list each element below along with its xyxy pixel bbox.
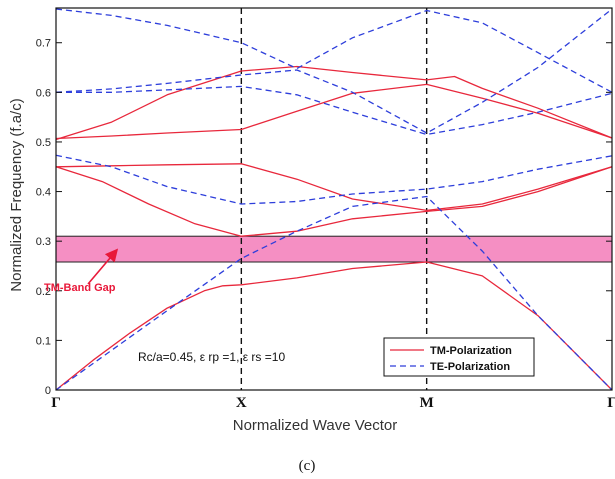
tm-band-3: [55, 163, 613, 212]
y-tick-label: 0: [45, 385, 51, 397]
tm-band-5: [55, 65, 613, 141]
tm-band-4: [55, 83, 613, 140]
y-tick-label: 0.1: [36, 335, 51, 347]
legend-label-te: TE-Polarization: [430, 361, 510, 373]
x-axis-label: Normalized Wave Vector: [233, 417, 398, 434]
x-tick-label: Γ: [51, 395, 61, 411]
legend-label-tm: TM-Polarization: [430, 345, 512, 357]
band-gap-label: TM-Band Gap: [44, 282, 116, 294]
y-tick-label: 0.5: [36, 137, 51, 149]
y-tick-label: 0.6: [36, 87, 51, 99]
band-gap-arrow: [87, 248, 119, 285]
y-tick-label: 0.4: [36, 187, 51, 199]
y-axis-label: Normalized Frequency (f.a/c): [8, 98, 25, 291]
plot-background: [56, 8, 612, 390]
band-gap-region: [55, 235, 613, 263]
subfigure-label: (c): [299, 458, 316, 474]
x-tick-label: X: [236, 395, 247, 411]
te-band-1: [55, 195, 613, 391]
te-band-5: [55, 8, 613, 93]
y-tick-label: 0.3: [36, 236, 51, 248]
x-tick-label: Γ: [607, 395, 615, 411]
plot-frame: [55, 7, 613, 391]
te-band-2: [55, 154, 613, 205]
te-band-4: [55, 8, 613, 134]
tm-band-1: [55, 261, 613, 391]
parameters-text: Rc/a=0.45, ε rp =1, ε rs =10: [138, 350, 285, 364]
plot-area: 0 0.1 0.2 0.3 0.4 0.5 0.6 0.7 Γ X M Γ: [36, 7, 615, 411]
legend-box: [383, 337, 535, 377]
band-gap-annotation: TM-Band Gap: [44, 248, 119, 294]
legend: TM-Polarization TE-Polarization: [383, 337, 535, 377]
tm-band-2: [55, 166, 613, 237]
te-band-3: [56, 85, 613, 136]
y-tick-label: 0.2: [36, 286, 51, 298]
x-tick-label: M: [420, 395, 434, 411]
y-tick-label: 0.7: [36, 38, 51, 50]
